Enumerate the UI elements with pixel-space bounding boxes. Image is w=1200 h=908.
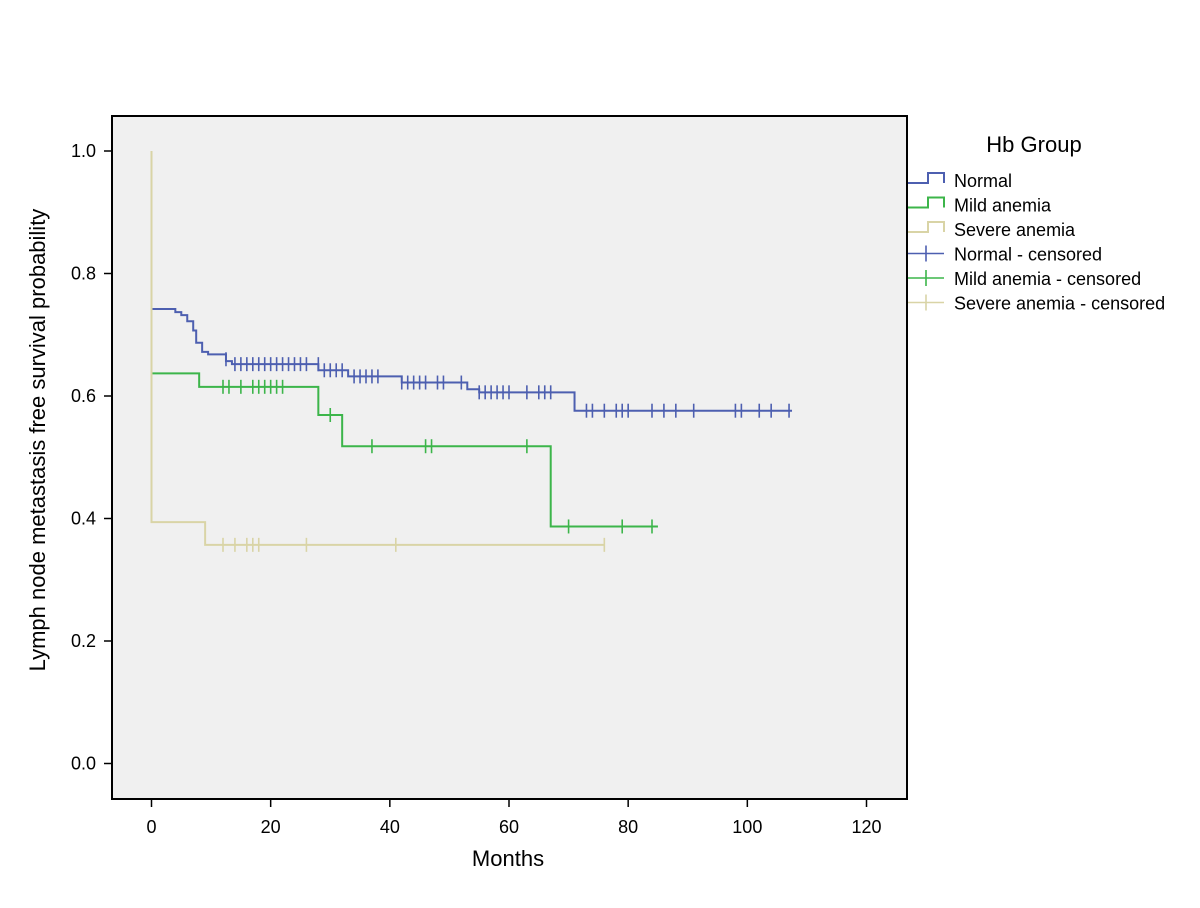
legend-label-mild-anemia-censored: Mild anemia - censored (954, 269, 1141, 289)
x-tick-label: 80 (618, 817, 638, 837)
x-tick-label: 100 (732, 817, 762, 837)
x-tick-label: 40 (380, 817, 400, 837)
legend-swatch-severe-anemia (908, 221, 945, 233)
y-tick-label: 0.2 (71, 631, 96, 651)
y-tick-label: 0.4 (71, 509, 96, 529)
y-tick-label: 0.0 (71, 754, 96, 774)
legend-label-severe-anemia-censored: Severe anemia - censored (954, 294, 1165, 314)
y-tick-label: 0.6 (71, 386, 96, 406)
legend-entries: Normal Mild anemia Severe anemia Normal - c… (908, 171, 1165, 314)
legend-label-normal: Normal (954, 171, 1012, 191)
x-tick-label: 0 (146, 817, 156, 837)
x-tick-label: 120 (851, 817, 881, 837)
legend-label-mild-anemia: Mild anemia (954, 196, 1052, 216)
y-tick-label: 0.8 (71, 264, 96, 284)
axis-ticks: 0 20 40 60 80 100 120 0.0 0.2 0.4 0.6 0.8 1.0 (71, 141, 882, 837)
plot-area (111, 115, 908, 800)
legend-title: Hb Group (986, 132, 1081, 157)
legend-swatch-normal (908, 172, 945, 184)
y-tick-label: 1.0 (71, 141, 96, 161)
y-axis-title: Lymph node metastasis free survival prob… (25, 209, 50, 672)
x-axis-title: Months (472, 846, 544, 871)
legend-swatch-mild-anemia (908, 196, 945, 209)
series-layer (150, 151, 793, 552)
legend-label-normal-censored: Normal - censored (954, 245, 1102, 265)
x-tick-label: 20 (261, 817, 281, 837)
x-tick-label: 60 (499, 817, 519, 837)
series-line-severe-anemia (150, 151, 605, 546)
legend-label-severe-anemia: Severe anemia (954, 220, 1076, 240)
